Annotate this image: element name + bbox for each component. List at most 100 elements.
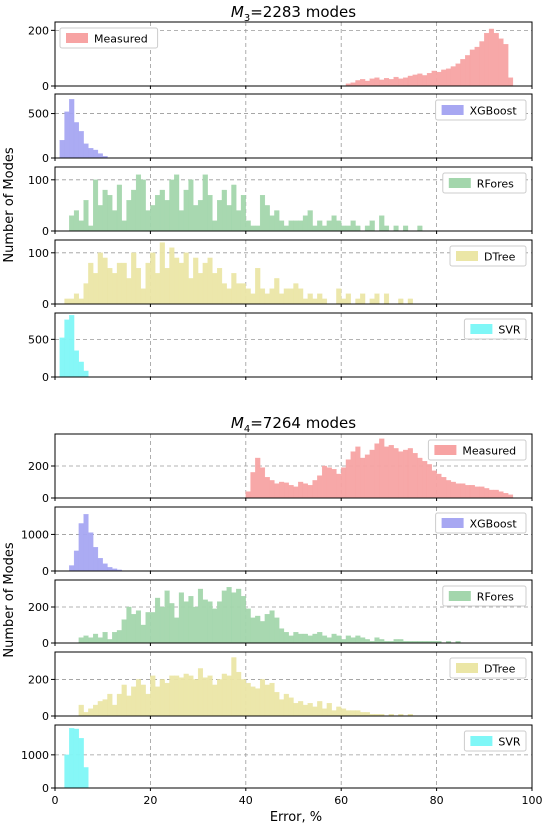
- histogram-bar: [498, 491, 504, 499]
- histogram-bar: [255, 225, 261, 232]
- histogram-bar: [455, 63, 461, 87]
- histogram-bar: [59, 140, 65, 159]
- x-tick-label: 40: [239, 794, 253, 807]
- legend-swatch: [470, 324, 493, 334]
- panel-frame: [54, 312, 533, 378]
- histogram-bar: [283, 225, 289, 232]
- histogram-bar: [145, 262, 151, 305]
- histogram-bar: [441, 477, 447, 499]
- histogram-bar: [102, 563, 108, 572]
- histogram-bar: [236, 283, 242, 305]
- y-tick-label: 200: [28, 460, 49, 473]
- histogram-bar: [307, 703, 313, 717]
- histogram-bar: [112, 704, 118, 717]
- histogram-bar: [121, 220, 127, 232]
- histogram-bar: [116, 184, 122, 232]
- panel-measured: 0 200 Measured: [28, 21, 533, 93]
- panel-frame: [54, 239, 533, 305]
- legend-label: Measured: [462, 445, 516, 458]
- histogram-bar: [88, 708, 94, 717]
- y-tick-label: 0: [42, 637, 49, 650]
- legend-swatch: [441, 105, 464, 115]
- histogram-bar: [302, 298, 308, 305]
- histogram-bar: [355, 710, 361, 717]
- histogram-bar: [78, 738, 84, 789]
- legend-label: RFores: [477, 591, 514, 604]
- histogram-bar: [102, 699, 108, 717]
- histogram-bar: [264, 477, 270, 499]
- histogram-bar: [298, 220, 304, 232]
- histogram-bar: [350, 220, 356, 232]
- histogram-bar: [207, 675, 213, 717]
- histogram-bar: [331, 633, 337, 644]
- histogram-bar: [474, 486, 480, 499]
- histogram-bar: [69, 565, 75, 572]
- histogram-bar: [245, 682, 251, 717]
- histogram-bar: [183, 189, 189, 232]
- histogram-bar: [374, 637, 380, 644]
- histogram-bar: [259, 467, 266, 499]
- histogram-bar: [245, 220, 251, 232]
- histogram-bar: [345, 710, 351, 717]
- y-tick-label: 0: [42, 371, 49, 384]
- panel-frame: [54, 93, 533, 159]
- histogram-bar: [336, 220, 342, 232]
- histogram-bar: [460, 59, 466, 87]
- histogram-bar: [288, 635, 294, 644]
- histogram-bar: [431, 70, 437, 87]
- histogram-bar: [88, 148, 94, 159]
- histogram-bar: [503, 493, 509, 499]
- histogram-bar: [164, 200, 170, 232]
- histogram-bar: [298, 481, 304, 499]
- histogram-bar: [321, 708, 328, 717]
- histogram-bar: [159, 679, 165, 717]
- histogram-bar: [255, 688, 261, 717]
- histogram-bar: [326, 220, 332, 232]
- histogram-bar: [426, 73, 432, 87]
- histogram-bar: [417, 457, 423, 499]
- panel-xgboost: 0 1000 XGBoost: [21, 506, 533, 578]
- histogram-bar: [465, 485, 471, 499]
- legend-swatch: [434, 445, 457, 455]
- histogram-bar: [350, 82, 356, 87]
- histogram-bar: [326, 703, 332, 717]
- histogram-bar: [112, 210, 118, 232]
- histogram-bar: [73, 728, 80, 789]
- histogram-bar: [135, 679, 142, 717]
- histogram-bar: [350, 451, 356, 499]
- histogram-bar: [469, 49, 475, 87]
- histogram-bar: [288, 220, 294, 232]
- y-tick-label: 200: [28, 24, 49, 37]
- chart-title: M3=2283 modes: [231, 3, 356, 24]
- histogram-bar: [293, 632, 299, 644]
- histogram-bar: [379, 438, 385, 499]
- x-tick-label: 80: [430, 794, 444, 807]
- histogram-bar: [507, 77, 514, 87]
- histogram-bar: [345, 635, 351, 644]
- panel-frame: [54, 579, 533, 644]
- histogram-bar: [269, 215, 275, 232]
- histogram-bar: [469, 485, 475, 499]
- histogram-bar: [178, 262, 184, 305]
- histogram-bar: [293, 283, 299, 305]
- histogram-bar: [269, 610, 275, 644]
- y-tick-label: 200: [28, 601, 49, 614]
- histogram-bar: [255, 457, 261, 499]
- histogram-bar: [73, 122, 80, 159]
- histogram-bar: [97, 701, 103, 717]
- histogram-bar: [259, 195, 266, 232]
- panel-frame: [54, 651, 533, 717]
- histogram-bar: [207, 257, 213, 305]
- y-tick-label: 0: [42, 298, 49, 311]
- histogram-bar: [364, 639, 370, 644]
- histogram-bar: [207, 195, 213, 232]
- histogram-bar: [445, 480, 452, 499]
- histogram-bar: [374, 293, 380, 305]
- histogram-bar: [279, 220, 285, 232]
- panel-svr: 0 1000 SVR: [21, 724, 533, 795]
- histogram-bar: [374, 77, 380, 87]
- histogram-bar: [336, 288, 342, 305]
- histogram-bar: [426, 464, 432, 499]
- histogram-bar: [369, 78, 375, 87]
- histogram-bar: [321, 298, 328, 305]
